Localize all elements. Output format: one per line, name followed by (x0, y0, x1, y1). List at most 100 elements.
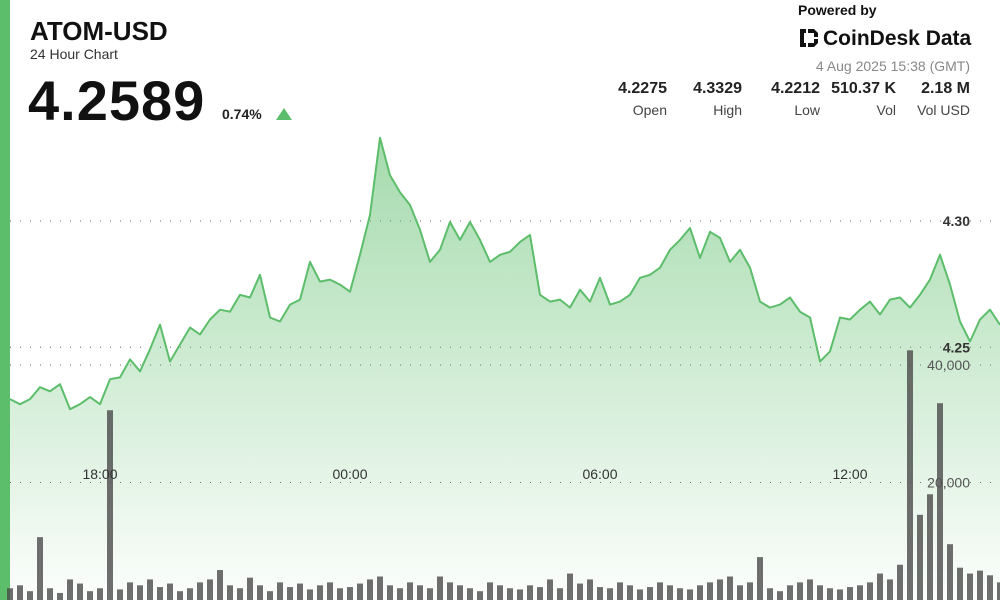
volume-bar (937, 403, 943, 600)
volume-bar (547, 579, 553, 600)
volume-bar (707, 582, 713, 600)
y-tick-label: 4.25 (943, 339, 970, 355)
volume-bar (247, 577, 253, 600)
volume-bar (147, 579, 153, 600)
volume-bar (307, 589, 313, 600)
volume-bar (237, 588, 243, 600)
volume-bar (77, 583, 83, 600)
x-tick-label: 12:00 (832, 466, 867, 482)
volume-bar (7, 588, 13, 600)
volume-bar (787, 585, 793, 600)
stat: 510.37 K Vol (831, 80, 896, 118)
volume-bar (877, 573, 883, 600)
volume-bar (257, 585, 263, 600)
volume-bar (567, 573, 573, 600)
volume-bar (367, 579, 373, 600)
volume-bar (927, 494, 933, 600)
volume-bar (357, 583, 363, 600)
volume-bar (727, 576, 733, 600)
y2-tick-label: 40,000 (927, 357, 970, 373)
volume-bar (437, 576, 443, 600)
volume-bar (47, 588, 53, 600)
volume-bar (967, 573, 973, 600)
y-tick-label: 4.30 (943, 213, 970, 229)
volume-bar (497, 585, 503, 600)
brand-logo (800, 29, 818, 47)
stat-value: 2.18 M (921, 80, 970, 97)
volume-bar (667, 585, 673, 600)
volume-bar (997, 582, 1000, 600)
volume-bar (807, 579, 813, 600)
volume-bar (457, 585, 463, 600)
volume-bar (277, 582, 283, 600)
stat-value: 4.2275 (618, 80, 667, 97)
volume-bar (957, 567, 963, 600)
volume-bar (467, 588, 473, 600)
volume-bar (187, 588, 193, 600)
x-tick-label: 06:00 (582, 466, 617, 482)
volume-bar (27, 591, 33, 600)
change: 0.74% (222, 106, 262, 122)
price: 4.2589 (28, 69, 206, 132)
volume-bar (777, 591, 783, 600)
up-arrow (276, 108, 292, 120)
volume-bar (337, 588, 343, 600)
stat-value: 510.37 K (831, 80, 896, 97)
volume-bar (687, 589, 693, 600)
volume-bar (697, 585, 703, 600)
stat-name: Low (794, 102, 820, 118)
volume-bar (227, 585, 233, 600)
volume-bar (837, 589, 843, 600)
volume-bar (267, 591, 273, 600)
volume-bar (587, 579, 593, 600)
volume-bar (107, 410, 113, 600)
stat-name: Vol (876, 102, 896, 118)
volume-bar (827, 588, 833, 600)
volume-bar (317, 585, 323, 600)
volume-bar (577, 583, 583, 600)
volume-bar (867, 582, 873, 600)
volume-bar (57, 592, 63, 600)
brand: CoinDesk Data (823, 27, 972, 50)
volume-bar (847, 587, 853, 600)
volume-bar (607, 588, 613, 600)
volume-bar (97, 588, 103, 600)
volume-bar (327, 582, 333, 600)
volume-bar (917, 514, 923, 600)
volume-bar (627, 585, 633, 600)
volume-bar (597, 587, 603, 600)
volume-bar (217, 570, 223, 600)
volume-bar (427, 588, 433, 600)
volume-bar (987, 575, 993, 600)
volume-bar (857, 585, 863, 600)
volume-bar (407, 582, 413, 600)
volume-bar (637, 589, 643, 600)
volume-bar (887, 579, 893, 600)
volume-bar (487, 582, 493, 600)
stat: 4.2275 Open (618, 80, 667, 118)
volume-bar (537, 587, 543, 600)
stat-name: Open (632, 102, 667, 118)
volume-bar (197, 582, 203, 600)
stat: 4.3329 High (693, 80, 742, 118)
volume-bar (477, 591, 483, 600)
stat: 2.18 M Vol USD (917, 80, 970, 118)
price-area (10, 137, 1000, 600)
volume-bar (767, 588, 773, 600)
volume-bar (67, 579, 73, 600)
volume-bar (117, 589, 123, 600)
volume-bar (717, 579, 723, 600)
subtitle: 24 Hour Chart (30, 46, 118, 62)
price-line (9, 136, 1000, 411)
powered-by: Powered by (798, 2, 877, 18)
y2-tick-label: 20,000 (927, 475, 970, 491)
x-tick-label: 18:00 (82, 466, 117, 482)
x-tick-label: 00:00 (332, 466, 367, 482)
volume-bar (977, 570, 983, 600)
volume-bar (157, 587, 163, 600)
volume-bar (347, 587, 353, 600)
volume-bar (757, 557, 763, 600)
volume-bar (287, 587, 293, 600)
